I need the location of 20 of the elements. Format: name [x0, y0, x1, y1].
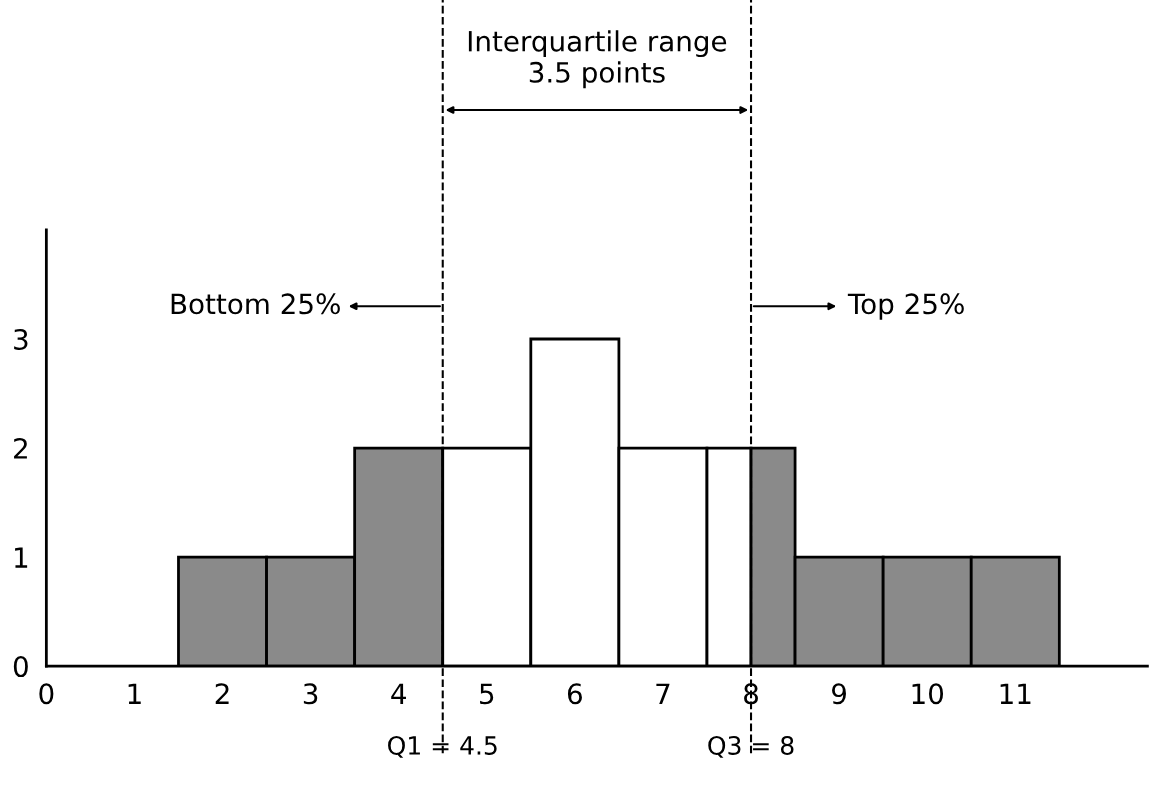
- y-tick-label: 3: [14, 328, 28, 350]
- y-tick-label: 1: [15, 547, 28, 568]
- ref-line-label: Q1 = 4.5: [388, 736, 497, 758]
- x-tick-label: 6: [567, 683, 582, 705]
- x-tick-label: 4: [391, 683, 406, 704]
- y-tick-label: 0: [13, 656, 28, 678]
- x-tick-label: 5: [480, 683, 494, 705]
- annotation: Bottom 25%: [171, 293, 340, 315]
- x-tick-label: 7: [656, 683, 670, 704]
- x-tick-label: 0: [39, 683, 54, 705]
- x-tick-label: 11: [1000, 683, 1031, 704]
- text: Interquartile range 3.5 points: [468, 30, 727, 89]
- x-tick-label: 2: [215, 683, 229, 704]
- y-tick-label: 2: [14, 437, 27, 459]
- x-tick-label: 1: [128, 683, 141, 704]
- x-tick-label: 9: [832, 683, 846, 705]
- annotation: Top 25%: [847, 293, 964, 320]
- ref-line-label: Q3 = 8: [708, 736, 794, 758]
- x-tick-label: 3: [303, 683, 318, 705]
- x-tick-label: 10: [912, 683, 944, 705]
